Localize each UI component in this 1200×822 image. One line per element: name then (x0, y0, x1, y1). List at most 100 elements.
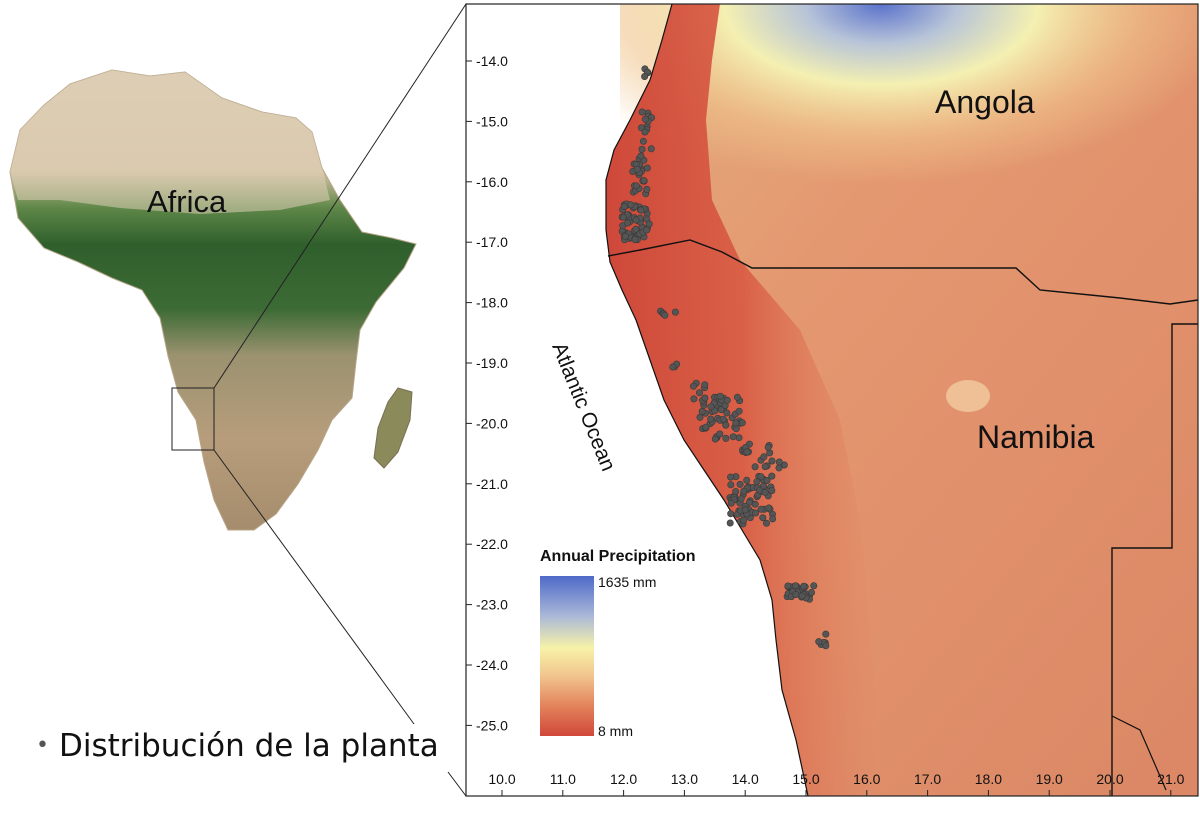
x-tick-label: 18.0 (975, 771, 1002, 787)
occurrence-point (784, 582, 792, 590)
highland-patch (946, 380, 990, 412)
occurrence-point (707, 415, 715, 423)
occurrence-point (645, 220, 653, 228)
occurrence-point (690, 395, 698, 403)
occurrence-point (723, 396, 731, 404)
zoom-line-bottom-end (447, 771, 467, 797)
angola-namibia-border (607, 239, 1198, 305)
detail-map-frame (465, 3, 1199, 797)
x-tick-label: 14.0 (732, 771, 759, 787)
country-label-angola: Angola (935, 84, 1035, 120)
occurrence-point (640, 177, 648, 185)
occurrence-point (732, 419, 740, 427)
occurrence-point (751, 500, 759, 508)
occurrence-point (757, 505, 765, 513)
y-tick-label: -21.0 (476, 476, 508, 492)
botswana-border (1111, 323, 1198, 796)
axis-ticks: -14.0 -15.0 -16.0 -17.0 -18.0 -19.0 -20.0 -21.0… (466, 53, 1185, 796)
occurrence-point (696, 413, 704, 421)
occurrence-point (735, 434, 743, 442)
occurrence-point (807, 588, 815, 596)
occurrence-point (716, 430, 724, 438)
occurrence-point (647, 145, 655, 153)
occurrence-point (763, 476, 771, 484)
occurrence-point (791, 582, 799, 590)
occurrence-point (639, 137, 647, 145)
occurrence-point (643, 164, 651, 172)
occurrence-point (643, 226, 651, 234)
occurrence-point (632, 225, 640, 233)
occurrence-point (619, 213, 627, 221)
occurrence-point (752, 509, 760, 517)
occurrence-point (738, 419, 746, 427)
occurrence-point (743, 476, 751, 484)
southern-border (1111, 715, 1167, 791)
occurrence-point (727, 499, 735, 507)
occurrence-point (775, 464, 783, 472)
zoom-line-bottom (213, 449, 415, 725)
occurrence-point (761, 463, 769, 471)
occurrence-point (769, 515, 777, 523)
occurrence-point (637, 206, 645, 214)
occurrence-point (716, 392, 724, 400)
legend-max-label: 1635 mm (598, 574, 656, 590)
country-label-namibia: Namibia (977, 419, 1095, 455)
study-area-box (171, 387, 215, 451)
occurrence-point (669, 363, 677, 371)
occurrence-point (638, 108, 646, 116)
x-tick-label: 20.0 (1096, 771, 1123, 787)
occurrence-point (733, 393, 741, 401)
y-tick-label: -19.0 (476, 355, 508, 371)
occurrence-point (702, 423, 710, 431)
legend-color-ramp (540, 576, 594, 736)
occurrence-point (621, 232, 629, 240)
occurrence-point (760, 453, 768, 461)
occurrence-point (768, 472, 776, 480)
occurrence-point (689, 382, 697, 390)
africa-inset-map: Africa (9, 69, 417, 531)
y-tick-label: -16.0 (476, 174, 508, 190)
x-tick-label: 11.0 (550, 771, 576, 787)
precipitation-legend: Annual Precipitation 1635 mm 8 mm (540, 548, 696, 739)
occurrence-point (624, 219, 632, 227)
occurrence-point (707, 403, 715, 411)
occurrence-point (732, 488, 740, 496)
occurrence-point (751, 463, 759, 471)
occurrence-point (727, 473, 735, 481)
occurrence-point (723, 409, 731, 417)
legend-min-label: 8 mm (598, 723, 633, 739)
occurrence-point (759, 482, 767, 490)
occurrence-point (743, 448, 751, 456)
occurrence-point (719, 415, 727, 423)
occurrence-point (643, 185, 651, 193)
occurrence-point (701, 394, 709, 402)
occurrence-point (735, 407, 743, 415)
occurrence-point (757, 473, 765, 481)
x-tick-label: 17.0 (914, 771, 941, 787)
y-tick-label: -15.0 (476, 113, 508, 129)
y-tick-label: -18.0 (476, 295, 508, 311)
y-tick-label: -23.0 (476, 597, 508, 613)
x-tick-label: 13.0 (671, 771, 698, 787)
occurrence-point (641, 115, 649, 123)
occurrence-point (815, 638, 823, 646)
occurrence-point (759, 514, 767, 522)
madagascar (373, 387, 413, 469)
africa-sahara-overlay (10, 70, 330, 214)
occurrence-point (727, 481, 735, 489)
occurrence-point (792, 590, 800, 598)
x-tick-label: 21.0 (1157, 771, 1184, 787)
occurrence-point (762, 519, 770, 527)
occurrence-point (661, 311, 669, 319)
occurrence-point (737, 495, 745, 503)
y-tick-label: -17.0 (476, 234, 508, 250)
occurrence-point (638, 145, 646, 153)
occurrence-point (765, 504, 773, 512)
legend-title: Annual Precipitation (540, 548, 696, 565)
x-tick-label: 10.0 (488, 771, 515, 787)
occurrence-point (620, 203, 628, 211)
y-tick-label: -14.0 (476, 53, 508, 69)
x-tick-label: 16.0 (853, 771, 880, 787)
occurrence-point (631, 236, 639, 244)
